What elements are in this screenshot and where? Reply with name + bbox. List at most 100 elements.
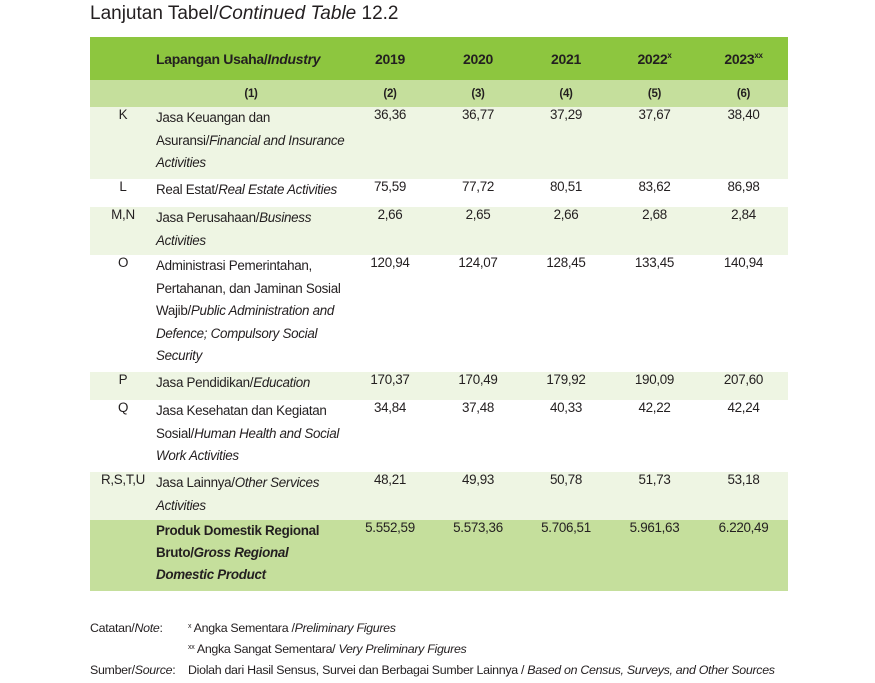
industry-name-en: Human Health and Social Work Activities	[156, 425, 340, 464]
row-value: 42,24	[727, 400, 760, 415]
total-value: 6.220,49	[718, 520, 769, 535]
header-industry-italic: Industry	[267, 50, 321, 67]
row-value: 2,84	[731, 207, 756, 222]
row-industry-name: Administrasi Pemerintahan, Pertahanan, d…	[156, 255, 346, 372]
row-value: 34,84	[373, 400, 406, 415]
table-row: L Real Estat/Real Estate Activities 75,59 7…	[90, 179, 788, 207]
total-value: 5.961,63	[629, 520, 680, 535]
header-year: 2021	[522, 37, 610, 80]
note2-en: Very Preliminary Figures	[338, 642, 467, 656]
row-industry-name: Jasa Lainnya/Other Services Activities	[156, 472, 346, 520]
industry-name-en: Financial and Insurance Activities	[156, 132, 345, 171]
row-value: 77,72	[461, 179, 494, 194]
row-value: 207,60	[723, 372, 764, 387]
row-value: 50,78	[549, 472, 582, 487]
column-number: (5)	[647, 87, 662, 100]
note1-en: Preliminary Figures	[294, 621, 396, 635]
row-value: 36,36	[373, 107, 406, 122]
industry-name-id: Jasa Keuangan dan Asuransi/	[156, 110, 271, 148]
row-value: 38,40	[727, 107, 760, 122]
table-row: M,N Jasa Perusahaan/Business Activities 2,…	[90, 207, 788, 255]
row-value: 37,48	[461, 400, 494, 415]
header-year: 2023xx	[699, 37, 788, 80]
row-value: 170,37	[370, 372, 410, 387]
industry-name-id: Real Estat/	[156, 182, 219, 197]
year-mark: x	[667, 50, 672, 60]
source-en: Based on Census, Surveys, and Other Sour…	[527, 663, 775, 677]
source-text: Diolah dari Hasil Sensus, Survei dan Ber…	[188, 663, 775, 677]
title-italic: Continued Table	[218, 3, 357, 24]
table-row: O Administrasi Pemerintahan, Pertahanan, …	[90, 255, 788, 372]
row-value: 51,73	[638, 472, 671, 487]
industry-name-id: Jasa Kesehatan dan Kegiatan Sosial/	[156, 403, 327, 441]
table-row: Q Jasa Kesehatan dan Kegiatan Sosial/Huma…	[90, 400, 788, 472]
note-label: Catatan/Note:	[90, 621, 185, 635]
row-industry-name: Jasa Pendidikan/Education	[156, 372, 346, 400]
row-industry-name: Jasa Perusahaan/Business Activities	[156, 207, 346, 255]
row-value: 53,18	[727, 472, 760, 487]
year-label: 2020	[463, 50, 493, 67]
note1-id: Angka Sementara /	[191, 621, 295, 635]
note-label-italic: Note	[134, 621, 160, 635]
row-value: 48,21	[373, 472, 406, 487]
header-industry-main: Lapangan Usaha/	[156, 50, 268, 67]
industry-name-en: Other Services Activities	[156, 475, 320, 513]
column-number: (4)	[559, 87, 573, 100]
table-row: K Jasa Keuangan dan Asuransi/Financial an…	[90, 107, 788, 179]
total-value: 5.552,59	[365, 520, 415, 535]
row-code: K	[118, 107, 128, 122]
row-industry-name: Real Estat/Real Estate Activities	[156, 179, 346, 207]
row-value: 37,67	[638, 107, 671, 122]
industry-name-en: Public Administration and Defence; Compu…	[156, 303, 335, 363]
row-value: 40,33	[549, 400, 582, 415]
row-code: O	[117, 255, 129, 270]
source-label-italic: Source	[134, 663, 173, 677]
note-colon: :	[159, 621, 163, 635]
note2-id: Angka Sangat Sementara/	[194, 642, 339, 656]
industry-name-en: Business Activities	[156, 210, 312, 248]
total-value: 5.573,36	[453, 520, 503, 535]
title-prefix: Lanjutan Tabel/	[90, 3, 219, 24]
note-preliminary: x Angka Sementara /Preliminary Figures	[188, 621, 396, 635]
row-value: 170,49	[458, 372, 498, 387]
year-label: 2023	[724, 50, 755, 67]
total-name-en: Gross Regional Domestic Product	[156, 545, 289, 582]
header-year: 2019	[346, 37, 434, 80]
industry-name-en: Education	[253, 375, 311, 390]
row-value: 133,45	[634, 255, 675, 270]
industry-name-id: Jasa Lainnya/	[156, 475, 235, 490]
row-code: R,S,T,U	[100, 472, 146, 487]
total-value: 5.706,51	[541, 520, 591, 535]
row-value: 2,65	[465, 207, 491, 222]
row-value: 128,45	[546, 255, 586, 270]
year-label: 2022	[637, 50, 668, 67]
row-value: 83,62	[638, 179, 671, 194]
table-title: Lanjutan Tabel/Continued Table 12.2	[90, 3, 399, 25]
title-number: 12.2	[356, 3, 399, 24]
row-value: 2,66	[377, 207, 403, 222]
industry-name-id: Jasa Pendidikan/	[156, 375, 254, 390]
source-label: Sumber/Source:	[90, 663, 185, 677]
column-number-row: (1) (2) (3) (4) (5) (6)	[90, 80, 788, 107]
year-label: 2019	[375, 50, 405, 67]
industry-name-id: Administrasi Pemerintahan, Pertahanan, d…	[156, 258, 341, 318]
row-value: 120,94	[370, 255, 410, 270]
row-value: 75,59	[373, 179, 406, 194]
total-row: Produk Domestik Regional Bruto/Gross Reg…	[90, 520, 788, 591]
total-name-id: Produk Domestik Regional Bruto/	[156, 523, 320, 560]
header-year: 2022x	[610, 37, 699, 80]
industry-name-id: Jasa Perusahaan/	[156, 210, 260, 225]
column-number: (2)	[383, 87, 397, 100]
source-colon: :	[172, 663, 176, 677]
row-value: 42,22	[638, 400, 671, 415]
data-table: Lapangan Usaha/Industry 2019 2020 2021 2…	[90, 37, 788, 591]
row-code: M,N	[111, 207, 135, 222]
note-mark: x	[188, 623, 192, 630]
header-industry: Lapangan Usaha/Industry	[156, 37, 346, 80]
source-id: Diolah dari Hasil Sensus, Survei dan Ber…	[188, 663, 528, 677]
year-label: 2021	[551, 50, 581, 67]
column-number: (1)	[244, 87, 258, 100]
header-year: 2020	[434, 37, 522, 80]
table-row: P Jasa Pendidikan/Education 170,37 170,49 17…	[90, 372, 788, 400]
row-code: L	[119, 179, 127, 194]
